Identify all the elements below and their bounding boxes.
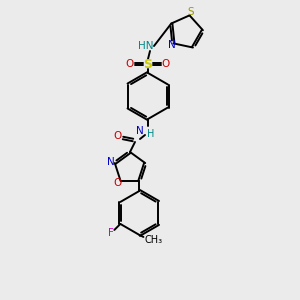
Text: N: N: [136, 126, 144, 136]
Text: N: N: [169, 40, 176, 50]
Text: H: H: [147, 129, 155, 139]
Text: O: O: [114, 131, 122, 141]
Text: CH₃: CH₃: [144, 235, 163, 245]
Text: F: F: [108, 228, 114, 238]
Text: O: O: [113, 178, 122, 188]
Text: S: S: [143, 58, 152, 70]
Text: O: O: [126, 59, 134, 69]
Text: HN: HN: [138, 41, 154, 51]
Text: O: O: [162, 59, 170, 69]
Text: S: S: [187, 8, 194, 17]
Text: N: N: [107, 157, 115, 167]
